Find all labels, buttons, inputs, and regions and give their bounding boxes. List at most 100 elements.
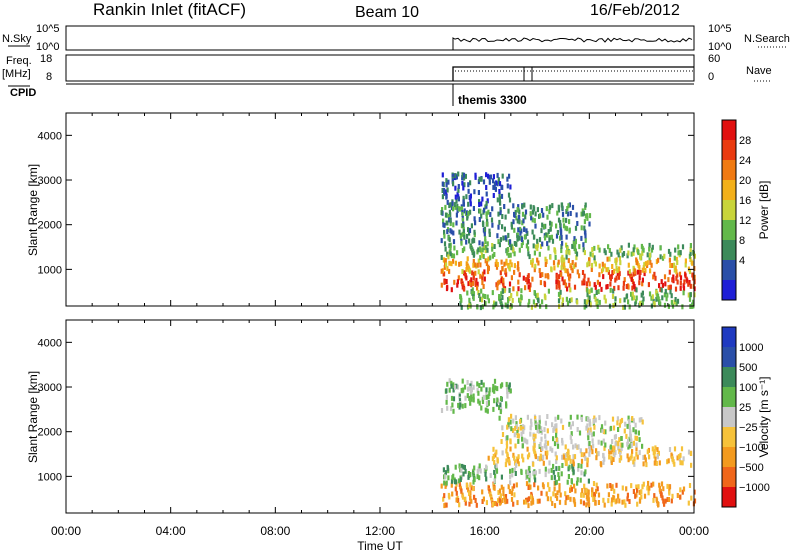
scatter-cell	[619, 451, 622, 457]
scatter-cell	[652, 481, 655, 487]
scatter-cell	[607, 244, 610, 250]
scatter-cell	[518, 219, 521, 225]
scatter-cell	[586, 262, 589, 268]
scatter-cell	[545, 304, 548, 310]
scatter-cell	[627, 457, 630, 463]
scatter-cell	[556, 262, 560, 268]
scatter-cell	[568, 219, 571, 225]
scatter-cell	[452, 206, 455, 212]
scatter-cell	[666, 483, 669, 489]
scatter-cell	[485, 392, 488, 397]
scatter-cell	[597, 244, 600, 250]
scatter-cell	[547, 482, 550, 488]
scatter-cell	[465, 194, 468, 200]
scatter-cell	[460, 206, 464, 212]
colorbar-tick-label: 24	[739, 155, 751, 167]
scatter-cell	[582, 278, 585, 284]
scatter-cell	[601, 427, 604, 433]
scatter-cell	[498, 191, 501, 197]
scatter-cell	[567, 258, 570, 264]
scatter-cell	[512, 452, 515, 458]
beam-label: Beam 10	[355, 4, 419, 21]
scatter-cell	[462, 229, 465, 235]
station-title: Rankin Inlet (fitACF)	[93, 0, 246, 19]
scatter-cell	[611, 270, 614, 276]
scatter-cell	[546, 214, 549, 220]
scatter-cell	[534, 416, 537, 421]
scatter-cell	[528, 452, 531, 458]
scatter-cell	[541, 299, 544, 305]
scatter-cell	[564, 500, 567, 506]
scatter-cell	[509, 388, 512, 394]
scatter-cell	[517, 454, 520, 460]
scatter-cell	[500, 259, 503, 265]
scatter-cell	[588, 444, 591, 450]
scatter-cell	[492, 383, 495, 389]
colorbar-swatch	[722, 260, 736, 281]
scatter-cell	[473, 229, 476, 235]
scatter-cell	[498, 189, 501, 194]
scatter-cell	[510, 224, 513, 230]
scatter-cell	[481, 196, 484, 202]
scatter-cell	[545, 444, 548, 450]
scatter-cell	[540, 447, 543, 453]
scatter-cell	[493, 388, 496, 394]
scatter-cell	[440, 282, 443, 288]
scatter-cell	[635, 295, 638, 301]
scatter-cell	[467, 188, 470, 194]
scatter-cell	[567, 494, 570, 500]
scatter-cell	[453, 202, 456, 208]
scatter-cell	[626, 441, 629, 447]
scatter-cell	[552, 260, 556, 266]
scatter-cell	[442, 271, 445, 277]
scatter-cell	[616, 249, 619, 255]
scatter-cell	[516, 458, 519, 464]
scatter-cell	[550, 221, 553, 227]
scatter-cell	[573, 501, 577, 507]
scatter-cell	[624, 502, 627, 508]
scatter-cell	[639, 270, 642, 276]
scatter-cell	[568, 421, 571, 427]
scatter-cell	[557, 217, 561, 223]
scatter-cell	[593, 255, 596, 261]
scatter-cell	[588, 213, 592, 219]
scatter-cell	[547, 245, 550, 251]
scatter-cell	[477, 190, 480, 195]
scatter-cell	[489, 255, 492, 261]
scatter-cell	[485, 221, 488, 227]
scatter-cell	[598, 415, 601, 421]
scatter-cell	[617, 285, 620, 291]
scatter-cell	[509, 446, 512, 452]
scatter-cell	[454, 464, 457, 470]
scatter-cell	[582, 500, 585, 506]
scatter-cell	[558, 475, 561, 481]
scatter-cell	[682, 290, 685, 296]
velocity-y-label: Slant Range [km]	[26, 371, 40, 463]
scatter-cell	[499, 200, 502, 206]
scatter-cell	[561, 463, 564, 468]
scatter-cell	[549, 496, 552, 502]
scatter-cell	[472, 262, 475, 268]
scatter-cell	[492, 174, 495, 180]
power-scatter	[440, 171, 696, 311]
scatter-cell	[570, 431, 573, 437]
scatter-cell	[486, 198, 489, 204]
scatter-cell	[562, 217, 565, 223]
scatter-cell	[577, 466, 580, 472]
scatter-cell	[486, 258, 489, 264]
scatter-cell	[512, 428, 515, 433]
scatter-cell	[586, 423, 589, 429]
scatter-cell	[478, 400, 481, 406]
scatter-cell	[632, 440, 635, 446]
scatter-cell	[536, 498, 539, 504]
scatter-cell	[687, 281, 690, 287]
scatter-cell	[675, 301, 678, 306]
scatter-cell	[660, 279, 663, 285]
scatter-cell	[589, 421, 592, 427]
scatter-cell	[682, 283, 685, 289]
nsky-tick-top: 10^5	[36, 23, 60, 35]
scatter-cell	[512, 219, 515, 225]
scatter-cell	[597, 492, 601, 498]
scatter-cell	[571, 243, 574, 249]
scatter-cell	[484, 248, 487, 254]
